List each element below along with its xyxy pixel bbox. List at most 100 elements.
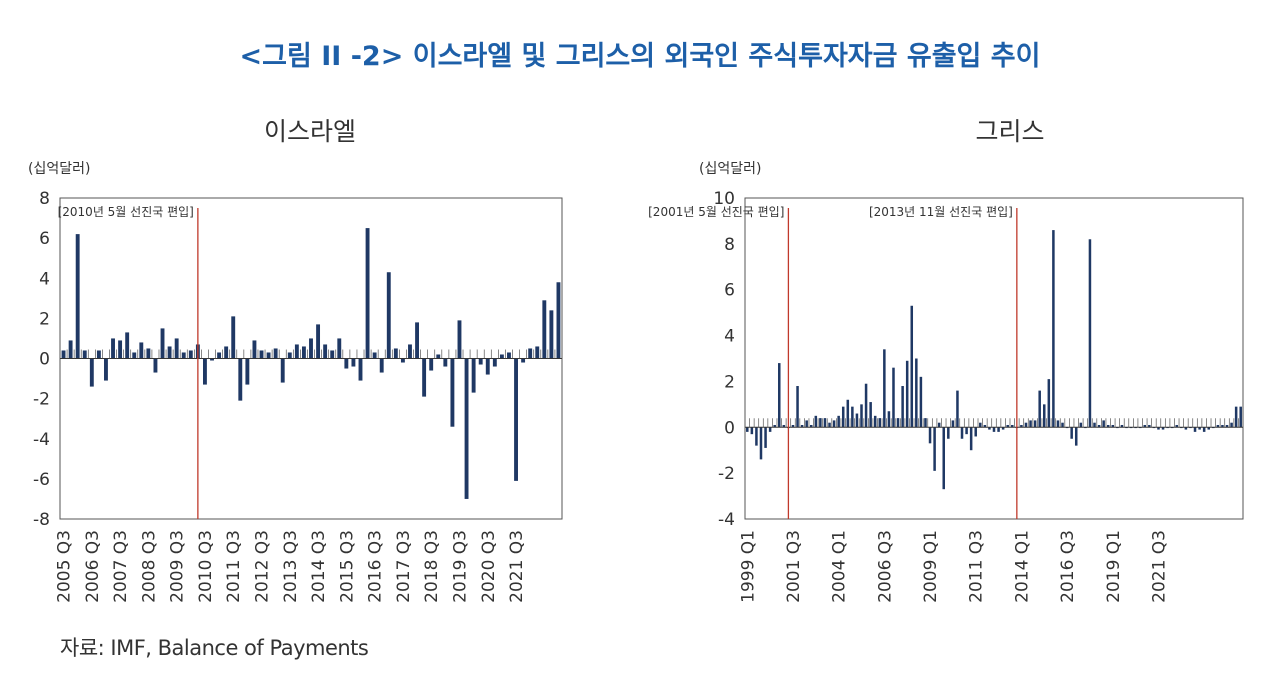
x-tick-label: 2009 Q3 [168,530,188,603]
bar [960,427,964,439]
bar [1120,424,1124,428]
bar [1157,427,1160,430]
bar [1033,420,1037,428]
bar [1056,420,1060,428]
bar [924,418,927,428]
bar [393,348,398,359]
x-tick-label: 2013 Q3 [281,530,301,603]
bar [1148,424,1151,428]
bar [1001,427,1005,430]
x-tick-label: 2004 Q1 [830,530,850,603]
israel-unit-label: (십억달러) [28,161,91,177]
bar [521,358,526,363]
bar [351,358,356,367]
bar [1161,427,1165,430]
bar [443,358,448,367]
x-tick-label: 2014 Q1 [1012,530,1032,603]
bar [1234,406,1238,428]
bar [919,376,923,428]
bar [1011,424,1014,428]
x-tick-label: 2009 Q1 [921,530,941,603]
y-tick-label: 0 [39,350,50,370]
bar [778,363,781,428]
bar [372,352,377,359]
bar [309,338,313,359]
bar [400,358,405,363]
bar [492,358,497,367]
bar [118,340,123,359]
x-tick-label: 2006 Q3 [875,530,895,603]
bar [528,348,533,359]
bar [1006,424,1009,428]
y-tick-label: 6 [724,281,735,301]
bar [139,342,144,359]
x-tick-label: 2008 Q3 [139,530,159,603]
bar [896,418,900,428]
bar [82,350,87,359]
bar [1074,427,1078,446]
bar [1038,390,1041,428]
figure-title: <그림 II -2> 이스라엘 및 그리스의 외국인 주식투자자금 유출입 추이 [239,41,1041,72]
x-tick-label: 2021 Q3 [1149,530,1169,603]
annotation-label: [2010년 5월 선진국 편입] [58,205,194,219]
bar [846,399,850,428]
bar [167,346,172,359]
x-tick-label: 2018 Q3 [422,530,442,603]
x-tick-label: 2005 Q3 [55,530,75,603]
bar [1202,427,1206,432]
bar [386,272,391,359]
bar [252,340,257,359]
bar [915,358,918,428]
x-tick-label: 2006 Q3 [83,530,103,603]
bar [992,427,996,432]
bar [210,358,214,361]
bar [231,316,236,359]
bar [174,338,179,359]
bar [956,390,959,428]
x-tick-label: 2001 Q3 [784,530,804,603]
bar [791,424,795,428]
bar [755,427,758,446]
bar [828,422,831,428]
bar [132,352,137,359]
bar [1143,424,1147,428]
bar [301,346,306,359]
x-tick-label: 2016 Q3 [1058,530,1078,603]
greece-unit-label: (십억달러) [699,161,762,177]
bar [188,350,193,359]
bar [415,322,420,359]
bar [1020,424,1023,428]
x-tick-label: 2014 Q3 [309,530,329,603]
x-tick-label: 2011 Q3 [224,530,244,603]
bar [1221,424,1224,428]
bar [819,418,822,428]
bar [61,350,66,359]
bar [910,305,914,428]
bar [1070,427,1073,439]
bar [259,350,264,359]
y-tick-label: -2 [718,464,735,484]
bar [869,402,872,428]
bar [805,420,808,428]
bar [796,386,799,428]
x-tick-label: 2019 Q3 [450,530,470,603]
bar [450,358,455,427]
x-tick-label: 2007 Q3 [111,530,131,603]
bar [535,346,540,359]
x-tick-label: 2015 Q3 [337,530,357,603]
bar [947,427,950,439]
bar [96,350,101,359]
source-note: 자료: IMF, Balance of Payments [60,636,369,660]
y-tick-label: -2 [33,390,50,410]
x-tick-label: 2020 Q3 [479,530,499,603]
bar [988,427,991,430]
y-tick-label: 10 [713,189,735,209]
bar [855,413,859,428]
bar [823,418,827,428]
x-tick-label: 2010 Q3 [196,530,216,603]
x-tick-label: 2012 Q3 [253,530,273,603]
bar [969,427,973,451]
bar [928,427,932,444]
y-tick-label: 4 [39,269,50,289]
